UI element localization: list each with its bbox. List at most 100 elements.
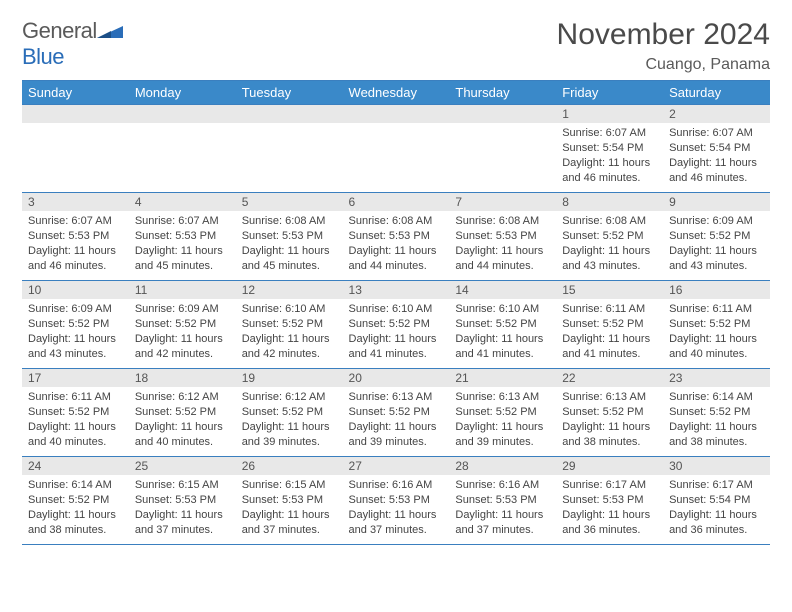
col-thursday: Thursday: [449, 81, 556, 105]
day-line-ss: Sunset: 5:52 PM: [455, 405, 550, 420]
calendar-cell: 10Sunrise: 6:09 AMSunset: 5:52 PMDayligh…: [22, 281, 129, 369]
col-tuesday: Tuesday: [236, 81, 343, 105]
day-line-d2: and 45 minutes.: [135, 259, 230, 274]
calendar-cell: 9Sunrise: 6:09 AMSunset: 5:52 PMDaylight…: [663, 193, 770, 281]
calendar-cell: 11Sunrise: 6:09 AMSunset: 5:52 PMDayligh…: [129, 281, 236, 369]
day-number: 24: [22, 457, 129, 475]
col-saturday: Saturday: [663, 81, 770, 105]
day-body: Sunrise: 6:14 AMSunset: 5:52 PMDaylight:…: [22, 475, 129, 540]
day-line-sr: Sunrise: 6:11 AM: [669, 302, 764, 317]
day-number: 28: [449, 457, 556, 475]
day-line-sr: Sunrise: 6:15 AM: [242, 478, 337, 493]
day-body: Sunrise: 6:15 AMSunset: 5:53 PMDaylight:…: [129, 475, 236, 540]
day-body: Sunrise: 6:11 AMSunset: 5:52 PMDaylight:…: [663, 299, 770, 364]
day-line-d2: and 45 minutes.: [242, 259, 337, 274]
day-line-ss: Sunset: 5:53 PM: [455, 493, 550, 508]
day-line-d1: Daylight: 11 hours: [349, 420, 444, 435]
day-line-d2: and 41 minutes.: [349, 347, 444, 362]
day-number: 14: [449, 281, 556, 299]
calendar-cell: 19Sunrise: 6:12 AMSunset: 5:52 PMDayligh…: [236, 369, 343, 457]
day-line-sr: Sunrise: 6:16 AM: [349, 478, 444, 493]
calendar-cell: 18Sunrise: 6:12 AMSunset: 5:52 PMDayligh…: [129, 369, 236, 457]
day-number: 8: [556, 193, 663, 211]
day-number: 9: [663, 193, 770, 211]
day-number: 21: [449, 369, 556, 387]
calendar-row: 3Sunrise: 6:07 AMSunset: 5:53 PMDaylight…: [22, 193, 770, 281]
day-line-sr: Sunrise: 6:11 AM: [562, 302, 657, 317]
day-line-sr: Sunrise: 6:13 AM: [455, 390, 550, 405]
calendar-cell: 13Sunrise: 6:10 AMSunset: 5:52 PMDayligh…: [343, 281, 450, 369]
day-line-ss: Sunset: 5:53 PM: [135, 493, 230, 508]
flag-icon: [97, 22, 123, 38]
day-line-d2: and 37 minutes.: [455, 523, 550, 538]
day-line-sr: Sunrise: 6:08 AM: [455, 214, 550, 229]
day-body: Sunrise: 6:17 AMSunset: 5:53 PMDaylight:…: [556, 475, 663, 540]
day-line-ss: Sunset: 5:52 PM: [562, 317, 657, 332]
day-line-sr: Sunrise: 6:08 AM: [349, 214, 444, 229]
calendar-cell: 5Sunrise: 6:08 AMSunset: 5:53 PMDaylight…: [236, 193, 343, 281]
day-body: Sunrise: 6:07 AMSunset: 5:54 PMDaylight:…: [663, 123, 770, 188]
day-number: 5: [236, 193, 343, 211]
day-line-sr: Sunrise: 6:13 AM: [562, 390, 657, 405]
day-number: 27: [343, 457, 450, 475]
calendar-cell: 1Sunrise: 6:07 AMSunset: 5:54 PMDaylight…: [556, 105, 663, 193]
day-line-sr: Sunrise: 6:13 AM: [349, 390, 444, 405]
calendar-cell: 29Sunrise: 6:17 AMSunset: 5:53 PMDayligh…: [556, 457, 663, 545]
day-line-d2: and 37 minutes.: [349, 523, 444, 538]
location-label: Cuango, Panama: [557, 56, 770, 74]
day-line-d1: Daylight: 11 hours: [242, 420, 337, 435]
day-line-d2: and 40 minutes.: [669, 347, 764, 362]
day-body: Sunrise: 6:17 AMSunset: 5:54 PMDaylight:…: [663, 475, 770, 540]
day-line-sr: Sunrise: 6:10 AM: [242, 302, 337, 317]
calendar-table: Sunday Monday Tuesday Wednesday Thursday…: [22, 81, 770, 545]
day-line-sr: Sunrise: 6:09 AM: [28, 302, 123, 317]
day-line-d1: Daylight: 11 hours: [242, 244, 337, 259]
day-line-d2: and 38 minutes.: [562, 435, 657, 450]
day-line-sr: Sunrise: 6:07 AM: [669, 126, 764, 141]
day-body: Sunrise: 6:10 AMSunset: 5:52 PMDaylight:…: [343, 299, 450, 364]
calendar-cell: [236, 105, 343, 193]
day-line-ss: Sunset: 5:52 PM: [28, 493, 123, 508]
day-line-d1: Daylight: 11 hours: [669, 508, 764, 523]
day-line-sr: Sunrise: 6:10 AM: [349, 302, 444, 317]
day-line-ss: Sunset: 5:52 PM: [669, 317, 764, 332]
day-line-d2: and 41 minutes.: [455, 347, 550, 362]
day-line-sr: Sunrise: 6:09 AM: [669, 214, 764, 229]
day-line-sr: Sunrise: 6:07 AM: [135, 214, 230, 229]
calendar-cell: 23Sunrise: 6:14 AMSunset: 5:52 PMDayligh…: [663, 369, 770, 457]
day-body: Sunrise: 6:15 AMSunset: 5:53 PMDaylight:…: [236, 475, 343, 540]
day-line-d1: Daylight: 11 hours: [242, 332, 337, 347]
day-line-d2: and 39 minutes.: [349, 435, 444, 450]
calendar-cell: 6Sunrise: 6:08 AMSunset: 5:53 PMDaylight…: [343, 193, 450, 281]
day-line-d1: Daylight: 11 hours: [135, 332, 230, 347]
day-line-d1: Daylight: 11 hours: [349, 244, 444, 259]
day-line-ss: Sunset: 5:53 PM: [455, 229, 550, 244]
day-line-d1: Daylight: 11 hours: [562, 420, 657, 435]
title-block: November 2024 Cuango, Panama: [557, 18, 770, 74]
day-body: Sunrise: 6:10 AMSunset: 5:52 PMDaylight:…: [236, 299, 343, 364]
calendar-cell: [22, 105, 129, 193]
day-body: Sunrise: 6:07 AMSunset: 5:53 PMDaylight:…: [129, 211, 236, 276]
col-sunday: Sunday: [22, 81, 129, 105]
calendar-cell: 14Sunrise: 6:10 AMSunset: 5:52 PMDayligh…: [449, 281, 556, 369]
day-line-ss: Sunset: 5:52 PM: [135, 405, 230, 420]
col-monday: Monday: [129, 81, 236, 105]
brand-word2: Blue: [22, 44, 64, 69]
day-line-d2: and 37 minutes.: [242, 523, 337, 538]
day-body: [236, 123, 343, 129]
day-line-d2: and 41 minutes.: [562, 347, 657, 362]
day-line-ss: Sunset: 5:54 PM: [562, 141, 657, 156]
day-number: 20: [343, 369, 450, 387]
day-line-ss: Sunset: 5:54 PM: [669, 141, 764, 156]
day-line-d1: Daylight: 11 hours: [455, 508, 550, 523]
day-line-d1: Daylight: 11 hours: [455, 420, 550, 435]
day-line-ss: Sunset: 5:52 PM: [669, 229, 764, 244]
weekday-header-row: Sunday Monday Tuesday Wednesday Thursday…: [22, 81, 770, 105]
day-line-sr: Sunrise: 6:12 AM: [135, 390, 230, 405]
calendar-cell: 2Sunrise: 6:07 AMSunset: 5:54 PMDaylight…: [663, 105, 770, 193]
day-line-ss: Sunset: 5:52 PM: [28, 317, 123, 332]
day-line-ss: Sunset: 5:53 PM: [349, 493, 444, 508]
day-number: 13: [343, 281, 450, 299]
calendar-cell: 17Sunrise: 6:11 AMSunset: 5:52 PMDayligh…: [22, 369, 129, 457]
day-body: Sunrise: 6:10 AMSunset: 5:52 PMDaylight:…: [449, 299, 556, 364]
